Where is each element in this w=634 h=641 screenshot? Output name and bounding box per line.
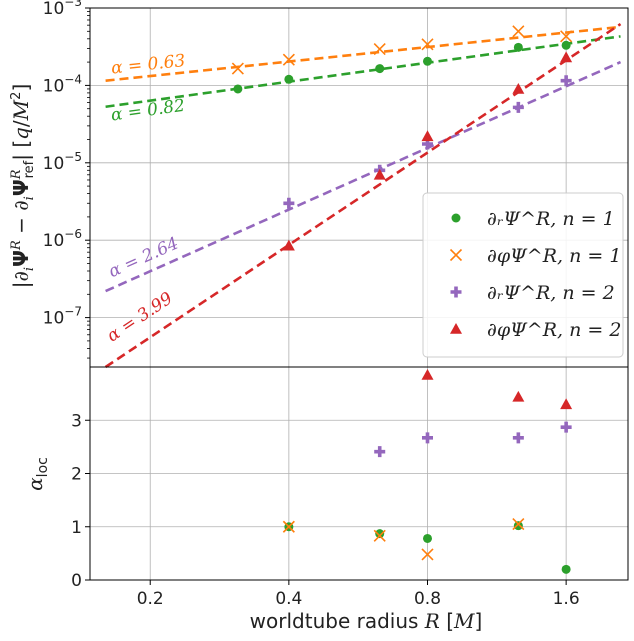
y-tick-label-top: 10−7	[43, 305, 82, 329]
point-top-dr_n2	[283, 198, 294, 209]
fit-labels: α = 0.63α = 0.82α = 2.64α = 3.99	[103, 51, 186, 346]
point-top-dr_n1	[514, 43, 523, 52]
fit-label-dphi_n1: α = 0.63	[110, 51, 186, 79]
point-bottom-dr_n1	[562, 565, 571, 574]
point-top-dr_n1	[562, 41, 571, 50]
fit-label-dr_n2: α = 2.64	[106, 234, 182, 283]
x-tick-label: 0.2	[137, 589, 164, 609]
point-top-dr_n1	[233, 84, 242, 93]
point-top-dphi_n1	[374, 44, 385, 55]
point-bottom-dr_n2	[561, 422, 572, 433]
point-bottom-dr_n2	[374, 446, 385, 457]
point-bottom-dr_n1	[423, 534, 432, 543]
y-tick-label-bottom: 2	[71, 465, 82, 485]
y-tick-label-top: 10−4	[43, 72, 82, 96]
x-tick-label: 0.4	[275, 589, 302, 609]
point-top-dr_n2	[513, 102, 524, 113]
point-bottom-dr_n2	[513, 432, 524, 443]
point-top-dr_n1	[423, 57, 432, 66]
x-axis-label: worldtube radius R [M]	[250, 609, 483, 633]
y-tick-label-top: 10−6	[43, 227, 82, 251]
fit-label-dr_n1: α = 0.82	[110, 96, 186, 126]
legend-label-dphi_n1: ∂φΨ^R, n = 1	[487, 245, 621, 267]
point-top-dphi_n2	[560, 51, 572, 62]
point-top-dphi_n1	[513, 26, 524, 37]
y-tick-label-bottom: 1	[71, 518, 82, 538]
x-tick-label: 0.8	[414, 589, 441, 609]
point-bottom-dr_n1	[514, 521, 523, 530]
point-top-dr_n1	[284, 75, 293, 84]
y-tick-label-top: 10−3	[43, 0, 82, 19]
point-bottom-dphi_n2	[421, 369, 433, 380]
point-bottom-dphi_n2	[512, 391, 524, 402]
point-top-dphi_n2	[512, 83, 524, 94]
point-bottom-dr_n2	[422, 432, 433, 443]
point-bottom-dphi_n2	[560, 398, 572, 409]
legend-marker-dr_n1	[452, 214, 461, 223]
y-tick-label-bottom: 0	[71, 571, 82, 591]
x-tick-label: 1.6	[553, 589, 580, 609]
bottom-y-axis-label: αloc	[23, 457, 51, 491]
legend: ∂ᵣΨ^R, n = 1 ∂φΨ^R, n = 1 ∂ᵣΨ^R, n = 2 ∂φΨ^…	[423, 193, 623, 357]
svg-text:|∂iΨR − ∂iΨRref| [q/M2]: |∂iΨR − ∂iΨRref| [q/M2]	[9, 84, 37, 289]
point-top-dphi_n2	[421, 130, 433, 141]
legend-label-dr_n1: ∂ᵣΨ^R, n = 1	[487, 208, 615, 230]
legend-label-dphi_n2: ∂φΨ^R, n = 2	[487, 319, 621, 341]
point-top-dr_n1	[375, 64, 384, 73]
y-tick-label-top: 10−5	[43, 150, 82, 174]
top-y-axis-label: |∂iΨR − ∂iΨRref| [q/M2]	[9, 84, 37, 289]
legend-label-dr_n2: ∂ᵣΨ^R, n = 2	[487, 282, 615, 304]
svg-text:αloc: αloc	[23, 457, 51, 491]
y-tick-label-bottom: 3	[71, 411, 82, 431]
